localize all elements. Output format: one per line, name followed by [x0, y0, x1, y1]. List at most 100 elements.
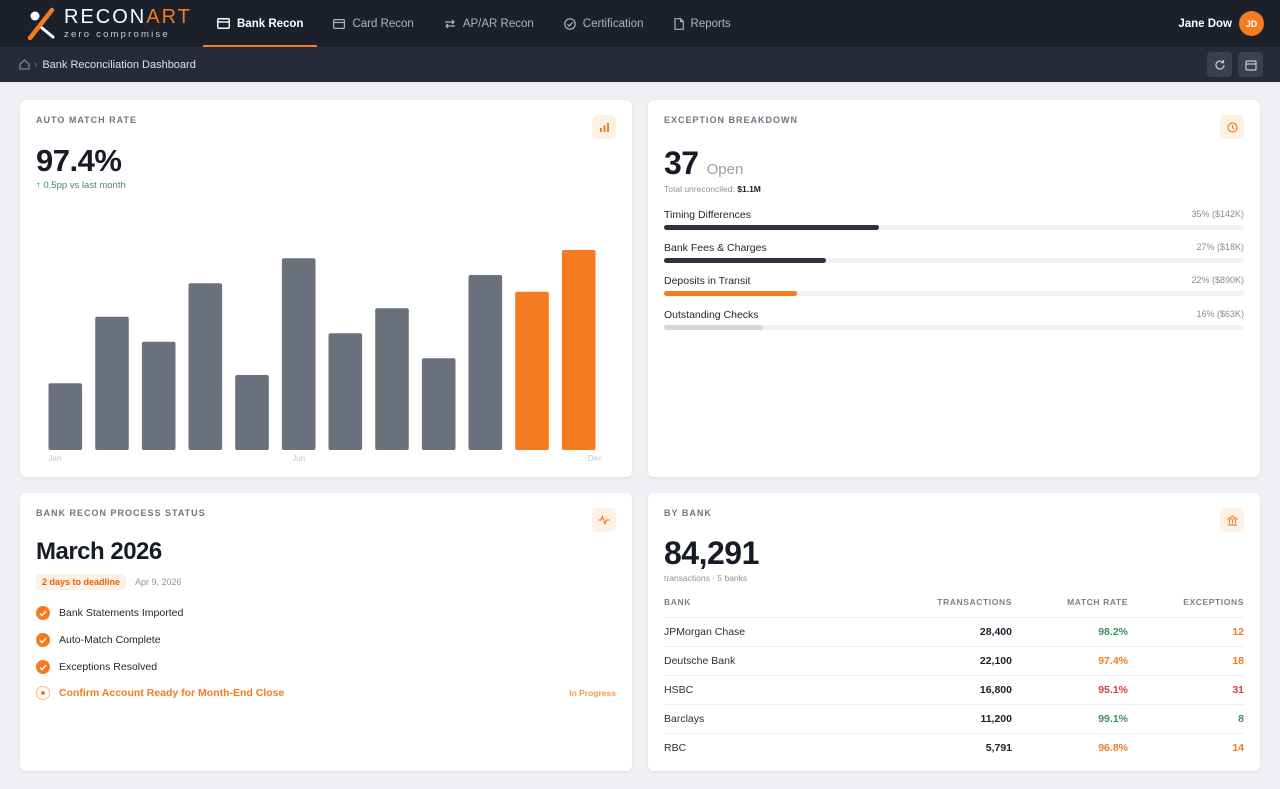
deadline-date: Apr 9, 2026: [135, 577, 182, 587]
auto-match-title: AUTO MATCH RATE: [36, 115, 137, 125]
exception-total-value: $1.1M: [737, 184, 761, 194]
nav-ap-ar-recon-label: AP/AR Recon: [462, 17, 534, 30]
x-tick-label: Dec: [588, 454, 602, 463]
table-row[interactable]: JPMorgan Chase 28,400 98.2% 12: [664, 617, 1244, 647]
exception-row-value: 22% ($890K): [1191, 275, 1244, 285]
exceptions-cell: 18: [1128, 646, 1244, 676]
exception-row-value: 27% ($18K): [1196, 242, 1244, 252]
bar-mar[interactable]: [141, 341, 176, 450]
table-row[interactable]: Deutsche Bank 22,100 97.4% 18: [664, 646, 1244, 676]
step-label: Exceptions Resolved: [59, 661, 158, 673]
exception-count: 37: [664, 145, 699, 181]
bar-aug[interactable]: [375, 308, 409, 450]
breadcrumb-current: Bank Reconciliation Dashboard: [42, 58, 196, 71]
refresh-button[interactable]: [1207, 52, 1232, 77]
step-label: Bank Statements Imported: [59, 607, 184, 619]
bar-jul[interactable]: [328, 333, 363, 450]
exception-row-fees[interactable]: Bank Fees & Charges 27% ($18K): [664, 242, 1244, 263]
match-rate-cell: 99.1%: [1012, 704, 1128, 734]
exception-bar-fill: [664, 258, 827, 263]
bar-chart-icon[interactable]: [592, 115, 616, 139]
bar-feb[interactable]: [95, 316, 129, 450]
bar-nov[interactable]: [515, 291, 549, 450]
exception-bar-fill: [664, 291, 798, 296]
transactions-cell: 11,200: [914, 704, 1012, 734]
exceptions-cell: 8: [1128, 704, 1244, 734]
bar-apr[interactable]: [188, 283, 223, 450]
process-title: BANK RECON PROCESS STATUS: [36, 508, 206, 518]
exceptions-cell: 12: [1128, 617, 1244, 647]
by-bank-card: BY BANK 84,291 transactions · 5 banks BA…: [648, 493, 1260, 771]
deadline-badge: 2 days to deadline: [36, 574, 127, 590]
transactions-cell: 16,800: [914, 675, 1012, 705]
table-row[interactable]: HSBC 16,800 95.1% 31: [664, 675, 1244, 705]
bar-jan[interactable]: [48, 383, 83, 450]
step-auto-match-complete[interactable]: Auto-Match Complete: [36, 633, 616, 647]
table-row[interactable]: RBC 5,791 96.8% 14: [664, 734, 1244, 763]
x-tick-label: Jan: [49, 454, 62, 463]
bar-oct[interactable]: [468, 275, 503, 450]
bank-name-cell: JPMorgan Chase: [664, 617, 914, 647]
nav-certification[interactable]: Certification: [550, 0, 658, 47]
user-menu[interactable]: Jane Dow JD: [1178, 11, 1264, 36]
exception-count-label: Open: [706, 161, 744, 178]
check-icon: [36, 660, 50, 674]
exception-breakdown-card: EXCEPTION BREAKDOWN 37 Open Total unreco…: [648, 100, 1260, 477]
nav-ap-ar-recon[interactable]: AP/AR Recon: [430, 0, 548, 47]
exception-row-deposits[interactable]: Deposits in Transit 22% ($890K): [664, 275, 1244, 296]
bar-jun[interactable]: [281, 258, 316, 450]
nav-card-recon-label: Card Recon: [352, 17, 414, 30]
brand-logo[interactable]: RECONART zero compromise: [0, 0, 203, 47]
step-label: Confirm Account Ready for Month-End Clos…: [59, 687, 285, 699]
column-header-transactions[interactable]: TRANSACTIONS: [914, 593, 1012, 618]
clock-icon[interactable]: [1220, 115, 1244, 139]
exception-row-timing[interactable]: Timing Differences 35% ($142K): [664, 209, 1244, 230]
by-bank-subtitle: transactions · 5 banks: [664, 573, 748, 583]
activity-icon[interactable]: [592, 508, 616, 532]
column-header-exceptions[interactable]: EXCEPTIONS: [1128, 593, 1244, 618]
exceptions-cell: 14: [1232, 742, 1244, 755]
calendar-button[interactable]: [1238, 52, 1263, 77]
auto-match-value: 97.4%: [36, 143, 122, 178]
calendar-icon: [1244, 59, 1257, 71]
bank-name-cell: HSBC: [664, 675, 914, 705]
card-icon: [333, 18, 346, 29]
step-statements-imported[interactable]: Bank Statements Imported: [36, 606, 616, 620]
bar-dec[interactable]: [561, 250, 596, 450]
avatar[interactable]: JD: [1239, 11, 1264, 36]
exception-row-label: Bank Fees & Charges: [664, 242, 767, 254]
brand-name-accent: ART: [146, 6, 192, 29]
auto-match-trend: ↑ 0.5pp vs last month: [36, 180, 126, 191]
step-confirm-month-end[interactable]: Confirm Account Ready for Month-End Clos…: [36, 686, 616, 700]
top-navigation-bar: RECONART zero compromise Bank Recon Card…: [0, 0, 1280, 47]
nav-bank-recon[interactable]: Bank Recon: [203, 0, 318, 47]
in-progress-icon: [36, 686, 50, 700]
exception-row-checks[interactable]: Outstanding Checks 16% ($63K): [664, 309, 1244, 330]
badge-check-icon: [563, 17, 576, 30]
bar-may[interactable]: [235, 375, 269, 450]
home-icon[interactable]: [19, 59, 30, 70]
match-rate-cell: 95.1%: [1012, 675, 1128, 705]
file-icon: [673, 17, 684, 30]
check-icon: [36, 606, 50, 620]
nav-card-recon[interactable]: Card Recon: [319, 0, 427, 47]
nav-bank-recon-label: Bank Recon: [237, 17, 304, 30]
step-exceptions-resolved[interactable]: Exceptions Resolved: [36, 660, 616, 674]
logo-mark-icon: [26, 6, 58, 42]
table-header-row: BANK TRANSACTIONS MATCH RATE EXCEPTIONS: [664, 593, 1244, 618]
exception-row-value: 35% ($142K): [1191, 209, 1244, 219]
bank-name-cell: RBC: [664, 742, 687, 755]
column-header-match-rate[interactable]: MATCH RATE: [1012, 593, 1128, 618]
exception-title: EXCEPTION BREAKDOWN: [664, 115, 799, 125]
nav-reports[interactable]: Reports: [660, 0, 745, 47]
bank-icon: [217, 18, 230, 29]
column-header-bank[interactable]: BANK: [664, 593, 914, 618]
bar-sep[interactable]: [421, 358, 456, 450]
table-row[interactable]: Barclays 11,200 99.1% 8: [664, 704, 1244, 734]
exception-bar-track: [664, 325, 1244, 330]
transactions-cell: 5,791: [985, 742, 1012, 755]
bank-building-icon[interactable]: [1220, 508, 1244, 532]
transactions-cell: 22,100: [914, 646, 1012, 676]
bank-name-cell: Barclays: [664, 704, 914, 734]
exception-row-label: Outstanding Checks: [664, 309, 759, 321]
